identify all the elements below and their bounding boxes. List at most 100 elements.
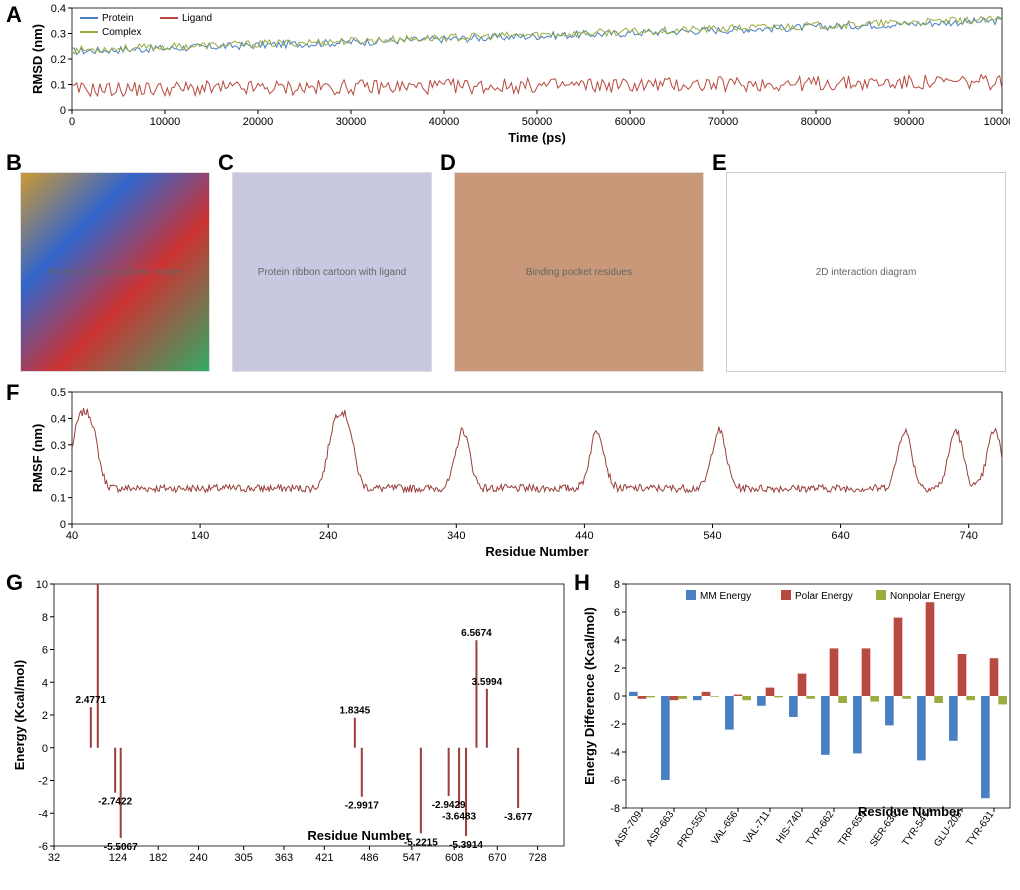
- panel-a-chart: 00.10.20.30.4010000200003000040000500006…: [30, 0, 1010, 145]
- svg-text:4: 4: [614, 635, 620, 647]
- panel-h-chart: -8 -6 -4 -2 0 2 4 6 8 Energy Difference (Kcal/mol…: [580, 576, 1016, 886]
- svg-text:Energy (Kcal/mol): Energy (Kcal/mol): [12, 660, 27, 771]
- svg-text:90000: 90000: [894, 116, 925, 128]
- svg-text:140: 140: [191, 530, 209, 542]
- svg-text:TYR-631: TYR-631: [964, 809, 996, 848]
- svg-text:-4: -4: [610, 747, 620, 759]
- svg-text:-3.6483: -3.6483: [442, 811, 476, 822]
- svg-text:240: 240: [189, 852, 207, 864]
- svg-text:VAL-711: VAL-711: [742, 809, 773, 846]
- svg-text:0.1: 0.1: [51, 80, 66, 92]
- svg-text:670: 670: [488, 852, 506, 864]
- panel-b-image: Protein surface colored render: [20, 172, 210, 372]
- svg-text:PRO-550: PRO-550: [676, 809, 709, 850]
- svg-text:182: 182: [149, 852, 167, 864]
- svg-text:0.2: 0.2: [51, 54, 66, 66]
- svg-text:0: 0: [42, 743, 48, 755]
- svg-text:0.2: 0.2: [51, 466, 66, 478]
- svg-text:0.1: 0.1: [51, 493, 66, 505]
- svg-text:Complex: Complex: [102, 27, 141, 38]
- svg-text:Polar Energy: Polar Energy: [795, 591, 853, 602]
- panel-e-image: 2D interaction diagram: [726, 172, 1006, 372]
- svg-text:-2.9429: -2.9429: [432, 800, 466, 811]
- svg-text:70000: 70000: [708, 116, 739, 128]
- svg-text:0.4: 0.4: [51, 3, 66, 15]
- svg-text:100000: 100000: [984, 116, 1010, 128]
- svg-text:240: 240: [319, 530, 337, 542]
- svg-text:363: 363: [275, 852, 293, 864]
- svg-text:124: 124: [109, 852, 127, 864]
- svg-text:50000: 50000: [522, 116, 553, 128]
- svg-text:608: 608: [445, 852, 463, 864]
- svg-text:Residue Number: Residue Number: [858, 804, 961, 819]
- svg-text:486: 486: [360, 852, 378, 864]
- svg-text:-6: -6: [38, 841, 48, 853]
- svg-text:0: 0: [60, 105, 66, 117]
- svg-text:40: 40: [66, 530, 78, 542]
- svg-text:32: 32: [48, 852, 60, 864]
- svg-text:6: 6: [42, 645, 48, 657]
- svg-text:HIS-740: HIS-740: [774, 809, 804, 846]
- svg-text:Ligand: Ligand: [182, 13, 212, 24]
- svg-text:-2: -2: [610, 719, 620, 731]
- svg-text:20000: 20000: [243, 116, 274, 128]
- svg-text:-5.3914: -5.3914: [449, 840, 483, 851]
- svg-text:3.5994: 3.5994: [472, 677, 503, 688]
- svg-text:547: 547: [403, 852, 421, 864]
- svg-text:-2.9917: -2.9917: [345, 801, 379, 812]
- panel-a-label: A: [6, 2, 22, 28]
- svg-text:Residue Number: Residue Number: [307, 828, 410, 843]
- svg-text:8: 8: [614, 579, 620, 591]
- svg-text:ASP-663: ASP-663: [644, 809, 676, 848]
- svg-text:80000: 80000: [801, 116, 832, 128]
- svg-text:540: 540: [703, 530, 721, 542]
- svg-text:10: 10: [36, 579, 48, 591]
- panel-c-image: Protein ribbon cartoon with ligand: [232, 172, 432, 372]
- svg-text:0.3: 0.3: [51, 29, 66, 41]
- svg-text:-2: -2: [38, 776, 48, 788]
- svg-text:Nonpolar Energy: Nonpolar Energy: [890, 591, 965, 602]
- svg-text:0.5: 0.5: [51, 387, 66, 399]
- svg-text:4: 4: [42, 677, 48, 689]
- panel-d-image: Binding pocket residues: [454, 172, 704, 372]
- svg-text:60000: 60000: [615, 116, 646, 128]
- svg-text:Protein: Protein: [102, 13, 134, 24]
- svg-text:10000: 10000: [150, 116, 181, 128]
- svg-text:440: 440: [575, 530, 593, 542]
- svg-text:-4: -4: [38, 808, 48, 820]
- svg-text:-2.7422: -2.7422: [98, 797, 132, 808]
- svg-text:30000: 30000: [336, 116, 367, 128]
- svg-text:-3.677: -3.677: [504, 812, 533, 823]
- svg-text:1.8345: 1.8345: [340, 706, 371, 717]
- panel-g-chart: -6-4-20246810321241822403053634214865476…: [12, 576, 572, 886]
- svg-text:640: 640: [831, 530, 849, 542]
- svg-text:6: 6: [614, 607, 620, 619]
- svg-text:RMSD (nm): RMSD (nm): [30, 24, 45, 94]
- svg-text:0: 0: [614, 691, 620, 703]
- svg-text:RMSF (nm): RMSF (nm): [30, 424, 45, 493]
- svg-text:0.4: 0.4: [51, 413, 66, 425]
- svg-text:0.3: 0.3: [51, 440, 66, 452]
- panel-f-label: F: [6, 380, 19, 406]
- svg-text:MM Energy: MM Energy: [700, 591, 751, 602]
- svg-text:Energy Difference (Kcal/mol): Energy Difference (Kcal/mol): [582, 607, 597, 785]
- svg-text:40000: 40000: [429, 116, 460, 128]
- svg-text:-5.5067: -5.5067: [104, 842, 138, 853]
- svg-text:-6: -6: [610, 775, 620, 787]
- svg-text:2: 2: [614, 663, 620, 675]
- panel-e-label: E: [712, 150, 727, 176]
- svg-text:-8: -8: [610, 803, 620, 815]
- svg-text:VAL-656: VAL-656: [710, 809, 741, 847]
- svg-text:2.4771: 2.4771: [76, 695, 107, 706]
- svg-text:740: 740: [960, 530, 978, 542]
- svg-text:305: 305: [235, 852, 253, 864]
- svg-text:8: 8: [42, 612, 48, 624]
- panel-f-chart: 00.10.20.30.40.540140240340440540640740R…: [30, 384, 1010, 564]
- svg-text:Time (ps): Time (ps): [508, 130, 566, 145]
- svg-text:6.5674: 6.5674: [461, 628, 492, 639]
- svg-text:-5.2215: -5.2215: [404, 837, 438, 848]
- svg-text:TYR-662: TYR-662: [804, 809, 836, 848]
- svg-text:728: 728: [528, 852, 546, 864]
- svg-text:2: 2: [42, 710, 48, 722]
- svg-text:Residue Number: Residue Number: [485, 544, 588, 559]
